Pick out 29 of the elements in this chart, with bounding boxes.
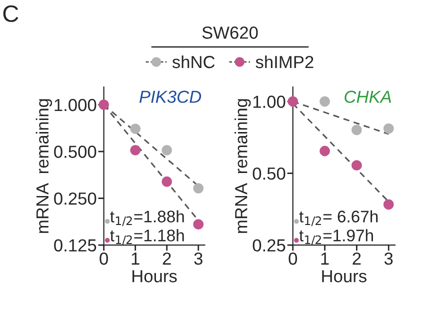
chart-title: PIK3CD	[139, 90, 202, 103]
text: C	[3, 5, 18, 22]
x-tick-label: 2	[162, 252, 171, 265]
chart-title: CHKA	[344, 90, 391, 103]
x-tick-label: 1	[321, 252, 329, 265]
y-axis-title: mRNA remaining	[234, 99, 251, 233]
x-axis-title: Hours	[132, 270, 177, 282]
x-axis-title: Hours	[322, 270, 366, 282]
x-tick-label: 0	[100, 252, 108, 265]
y-tick-label: 0.500	[54, 146, 96, 158]
x-tick-label: 1	[132, 252, 140, 265]
x-tick-label: 2	[352, 252, 361, 265]
legend-label: shIMP2	[256, 55, 314, 68]
y-axis-title: mRNA remaining	[36, 99, 52, 233]
x-tick-label: 3	[194, 252, 202, 265]
legend-label: shNC	[172, 55, 215, 68]
annotation: t$_{1/2}$= 6.67h	[299, 210, 378, 226]
y-tick-label: 1.000	[54, 98, 96, 112]
text: SW620	[202, 26, 258, 39]
x-tick-label: 3	[384, 252, 393, 265]
annotation: t$_{1/2}$=1.18h	[110, 229, 184, 246]
y-tick-label: 0.25	[252, 239, 286, 252]
y-tick-label: 0.50	[252, 167, 286, 180]
annotation: t$_{1/2}$=1.88h	[110, 210, 184, 226]
annotation: t$_{1/2}$=1.97h	[299, 229, 373, 246]
x-tick-label: 0	[288, 252, 298, 265]
y-tick-label: 1.00	[253, 96, 286, 108]
y-tick-label: 0.125	[54, 239, 96, 252]
y-tick-label: 0.250	[54, 192, 96, 205]
